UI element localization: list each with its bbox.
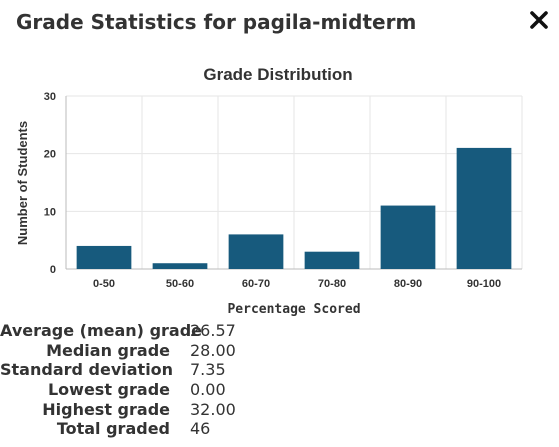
- chart-title: Grade Distribution: [203, 65, 352, 84]
- bar-70-80[interactable]: [304, 251, 360, 269]
- stat-value: 32.00: [190, 399, 236, 419]
- x-tick-label: 50-60: [166, 278, 194, 290]
- x-axis-label: Percentage Scored: [227, 302, 360, 317]
- stat-label: Lowest grade: [47, 380, 170, 400]
- stat-value: 28.00: [190, 340, 236, 360]
- y-tick-label: 0: [50, 264, 56, 276]
- chart-grid: [65, 95, 523, 270]
- stat-label: Standard deviation: [0, 360, 174, 380]
- bar-0-50[interactable]: [76, 245, 132, 269]
- stat-label: Highest grade: [42, 399, 170, 419]
- bar-60-70[interactable]: [228, 234, 284, 269]
- x-axis-ticks: 0-50 50-60 60-70 70-80 80-90 90-100: [93, 278, 501, 290]
- stat-value: 46: [190, 419, 211, 439]
- stat-value: 7.35: [190, 360, 226, 380]
- grade-distribution-chart: Grade Distribution 0 10 20 30 0-50 50-60 60-7…: [0, 58, 559, 320]
- stat-row: Highest grade 32.00: [0, 400, 236, 420]
- y-tick-label: 20: [44, 149, 56, 161]
- stat-row: Standard deviation 7.35: [0, 360, 236, 380]
- chart-svg: Grade Distribution 0 10 20 30 0-50 50-60 60-7…: [15, 65, 523, 317]
- stat-row: Total graded 46: [0, 419, 236, 439]
- y-tick-label: 10: [44, 206, 56, 218]
- x-tick-label: 60-70: [242, 278, 270, 290]
- stat-value: 26.57: [190, 321, 236, 340]
- stat-value: 0.00: [190, 380, 226, 400]
- bar-50-60[interactable]: [152, 263, 208, 269]
- x-tick-label: 80-90: [394, 278, 422, 290]
- stat-label: Median grade: [46, 340, 170, 360]
- stat-row: Lowest grade 0.00: [0, 380, 236, 400]
- x-tick-label: 70-80: [318, 278, 346, 290]
- statistics-list: Average (mean) grade26.57 Median grade 28.…: [0, 321, 236, 439]
- stat-row: Median grade 28.00: [0, 341, 236, 361]
- bar-90-100[interactable]: [456, 147, 512, 269]
- x-tick-label: 0-50: [93, 278, 115, 290]
- stat-label: Average (mean) grade: [0, 321, 203, 340]
- chart-bars: [76, 147, 512, 269]
- y-tick-label: 30: [44, 91, 56, 103]
- stat-label: Total graded: [56, 419, 170, 439]
- y-axis-ticks: 0 10 20 30: [44, 91, 56, 276]
- dialog-title: Grade Statistics for pagila-midterm: [16, 10, 417, 34]
- close-button[interactable]: [527, 8, 551, 32]
- x-tick-label: 90-100: [467, 278, 501, 290]
- stat-row: Average (mean) grade26.57: [0, 321, 236, 341]
- y-axis-label: Number of Students: [15, 121, 30, 245]
- bar-80-90[interactable]: [380, 205, 436, 269]
- close-icon: [530, 11, 548, 29]
